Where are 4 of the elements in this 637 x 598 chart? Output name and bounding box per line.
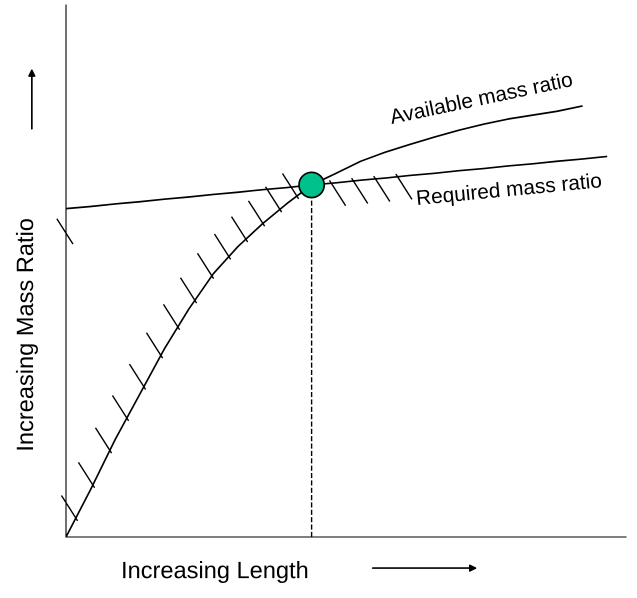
x-axis-title: Increasing Length	[123, 561, 308, 584]
y-axis-title: Increasing Mass Ratio	[16, 219, 38, 450]
legend-label: Required mass ratio	[417, 172, 602, 210]
text: Available mass ratio	[388, 71, 573, 124]
